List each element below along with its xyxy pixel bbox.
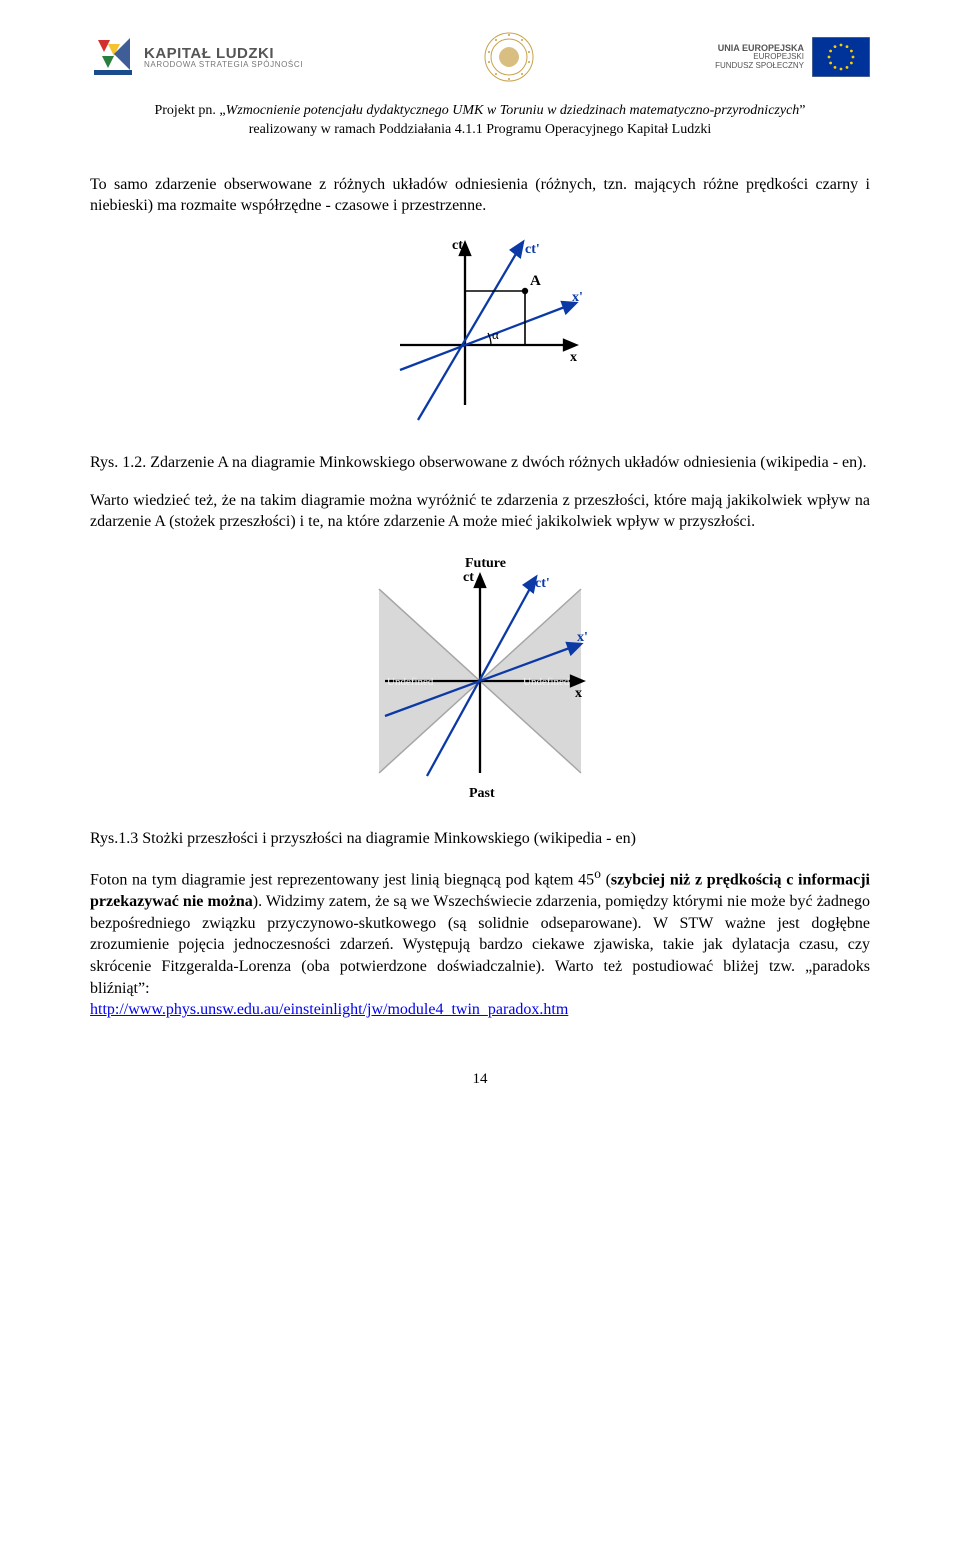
- para3-a: Foton na tym diagramie jest reprezentowa…: [90, 872, 594, 889]
- project-line2: realizowany w ramach Poddziałania 4.1.1 …: [249, 122, 712, 137]
- fig2-xp-label: x': [577, 630, 588, 645]
- minkowski-lightcone-diagram: Future Past ct ct' x x' Undefined Undefi…: [365, 551, 595, 801]
- para3-sup: o: [594, 866, 601, 881]
- page-number: 14: [90, 1071, 870, 1088]
- figure-1: ct ct' x x' A α: [90, 235, 870, 430]
- logo-right-text: UNIA EUROPEJSKA EUROPEJSKI FUNDUSZ SPOŁE…: [715, 44, 804, 70]
- kapital-ludzki-icon: [90, 34, 136, 80]
- logo-left-subtitle: NARODOWA STRATEGIA SPÓJNOŚCI: [144, 61, 303, 69]
- eu-line3: FUNDUSZ SPOŁECZNY: [715, 62, 804, 70]
- para3-b: (: [601, 872, 611, 889]
- fig1-xp-label: x': [572, 290, 583, 305]
- minkowski-diagram-1: ct ct' x x' A α: [370, 235, 590, 425]
- paradox-link[interactable]: http://www.phys.unsw.edu.au/einsteinligh…: [90, 1001, 568, 1018]
- paragraph-2: Warto wiedzieć też, że na takim diagrami…: [90, 490, 870, 533]
- logo-left-title: KAPITAŁ LUDZKI: [144, 46, 303, 61]
- figure-2: Future Past ct ct' x x' Undefined Undefi…: [90, 551, 870, 806]
- fig2-undef-left: Undefined: [387, 676, 434, 688]
- fig2-ct-label: ct: [463, 570, 474, 585]
- fig2-undef-right: Undefined: [523, 676, 570, 688]
- project-prefix: Projekt pn. „: [154, 103, 225, 118]
- fig2-ctp-label: ct': [535, 576, 550, 591]
- fig2-past-label: Past: [469, 786, 495, 801]
- paragraph-3: Foton na tym diagramie jest reprezentowa…: [90, 865, 870, 1020]
- page-root: KAPITAŁ LUDZKI NARODOWA STRATEGIA SPÓJNO…: [0, 0, 960, 1128]
- logo-right: UNIA EUROPEJSKA EUROPEJSKI FUNDUSZ SPOŁE…: [715, 37, 870, 77]
- fig1-ctp-label: ct': [525, 242, 540, 257]
- logo-left-text: KAPITAŁ LUDZKI NARODOWA STRATEGIA SPÓJNO…: [144, 46, 303, 69]
- center-seal-icon: [482, 30, 536, 84]
- project-title: Wzmocnienie potencjału dydaktycznego UMK…: [226, 103, 800, 118]
- header-logos: KAPITAŁ LUDZKI NARODOWA STRATEGIA SPÓJNO…: [90, 30, 870, 84]
- project-close: ”: [799, 103, 805, 118]
- caption-2: Rys.1.3 Stożki przeszłości i przyszłości…: [90, 828, 870, 850]
- caption-1: Rys. 1.2. Zdarzenie A na diagramie Minko…: [90, 452, 870, 474]
- project-header: Projekt pn. „Wzmocnienie potencjału dyda…: [90, 102, 870, 140]
- fig1-alpha-label: α: [492, 327, 499, 342]
- paragraph-1: To samo zdarzenie obserwowane z różnych …: [90, 174, 870, 217]
- fig2-future-label: Future: [465, 556, 506, 571]
- fig1-x-label: x: [570, 350, 577, 365]
- fig1-A-label: A: [530, 273, 541, 289]
- logo-left: KAPITAŁ LUDZKI NARODOWA STRATEGIA SPÓJNO…: [90, 34, 303, 80]
- eu-flag-icon: [812, 37, 870, 77]
- fig2-x-label: x: [575, 686, 582, 701]
- fig1-ct-label: ct: [452, 238, 463, 253]
